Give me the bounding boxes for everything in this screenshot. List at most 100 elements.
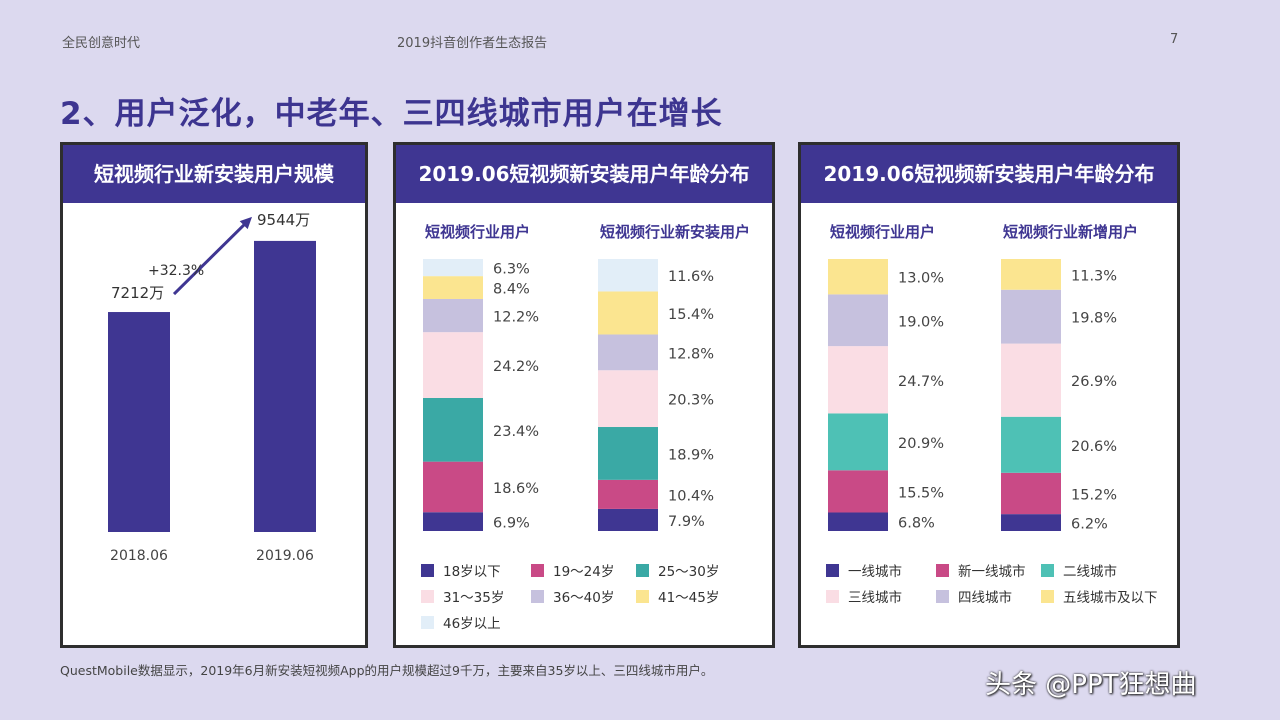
data-label: 9544万 xyxy=(257,211,310,229)
data-label: 20.3% xyxy=(668,393,714,409)
data-label: 12.2% xyxy=(493,310,539,326)
data-label: 6.2% xyxy=(1071,517,1108,533)
column-label: 短视频行业新增用户 xyxy=(1003,223,1138,241)
legend-label: 31～35岁 xyxy=(443,590,504,606)
segment-25～30岁 xyxy=(598,427,658,480)
age-distribution-chart: 短视频行业用户 6.9% 18.6% 23.4% 24.2% 12.2% 8.4% 6.3% 短… xyxy=(421,223,750,632)
segment-41～45岁 xyxy=(598,291,658,335)
panel-city-distribution: 2019.06短视频新安装用户年龄分布 短视频行业用户 6.8% 15.5% 20.9… xyxy=(798,142,1180,648)
header-left: 全民创意时代 xyxy=(62,36,141,51)
legend-label: 新一线城市 xyxy=(958,563,1026,580)
data-label: 6.9% xyxy=(493,516,530,532)
data-label: 24.2% xyxy=(493,359,539,375)
legend-swatch xyxy=(421,590,434,603)
column-label: 短视频行业用户 xyxy=(425,223,530,241)
legend-swatch xyxy=(421,564,434,577)
segment-25～30岁 xyxy=(423,397,483,462)
segment-一线城市 xyxy=(1001,514,1061,531)
segment-46岁以上 xyxy=(598,259,658,292)
data-label: 18.9% xyxy=(668,447,714,463)
panel-title: 2019.06短视频新安装用户年龄分布 xyxy=(801,145,1177,203)
data-label: 13.0% xyxy=(898,271,944,287)
segment-36～40岁 xyxy=(423,298,483,333)
legend-swatch xyxy=(531,564,544,577)
segment-一线城市 xyxy=(828,512,888,531)
data-label: 6.8% xyxy=(898,516,935,532)
data-label: 26.9% xyxy=(1071,374,1117,390)
segment-41～45岁 xyxy=(423,276,483,299)
data-label: 11.3% xyxy=(1071,268,1117,284)
growth-annotation: +32.3% xyxy=(148,263,204,279)
legend-label: 25～30岁 xyxy=(658,564,719,580)
panel-title: 2019.06短视频新安装用户年龄分布 xyxy=(396,145,772,203)
growth-arrow xyxy=(172,219,250,296)
data-label: 15.4% xyxy=(668,307,714,323)
segment-五线城市及以下 xyxy=(1001,259,1061,290)
segment-31～35岁 xyxy=(598,370,658,428)
panel-age-distribution: 2019.06短视频新安装用户年龄分布 短视频行业用户 6.9% 18.6% 23.4… xyxy=(393,142,775,648)
x-tick-label: 2018.06 xyxy=(110,548,168,564)
column-label: 短视频行业新安装用户 xyxy=(600,223,750,241)
segment-二线城市 xyxy=(828,413,888,471)
legend-swatch xyxy=(826,564,839,577)
data-label: 7.9% xyxy=(668,514,705,530)
legend-label: 19～24岁 xyxy=(553,564,614,580)
panel-install-scale: 短视频行业新安装用户规模 2018.06 2019.06 7212万 9544万 +32… xyxy=(60,142,368,648)
legend-label: 三线城市 xyxy=(848,589,902,606)
footnote: QuestMobile数据显示，2019年6月新安装短视频App的用户规模超过9… xyxy=(60,663,714,678)
legend-swatch xyxy=(636,590,649,603)
segment-19～24岁 xyxy=(423,461,483,513)
legend-swatch xyxy=(936,590,949,603)
legend-label: 41～45岁 xyxy=(658,590,719,606)
bar-2018.06 xyxy=(108,312,170,532)
header-center: 2019抖音创作者生态报告 xyxy=(397,36,548,51)
legend-swatch xyxy=(531,590,544,603)
install-scale-chart: 2018.06 2019.06 7212万 9544万 +32.3% xyxy=(108,211,316,564)
legend-label: 五线城市及以下 xyxy=(1063,589,1158,606)
legend-swatch xyxy=(421,616,434,629)
legend-swatch xyxy=(1041,590,1054,603)
data-label: 19.8% xyxy=(1071,311,1117,327)
city-distribution-chart: 短视频行业用户 6.8% 15.5% 20.9% 24.7% 19.0% 13.0% 短视频行… xyxy=(826,223,1158,606)
segment-18岁以下 xyxy=(423,512,483,531)
legend-label: 四线城市 xyxy=(958,589,1012,606)
segment-四线城市 xyxy=(828,294,888,347)
data-label: 18.6% xyxy=(493,481,539,497)
data-label: 7212万 xyxy=(111,284,164,302)
data-label: 15.2% xyxy=(1071,487,1117,503)
data-label: 24.7% xyxy=(898,374,944,390)
panel-title: 短视频行业新安装用户规模 xyxy=(63,145,365,203)
x-tick-label: 2019.06 xyxy=(256,548,314,564)
segment-46岁以上 xyxy=(423,259,483,277)
data-label: 11.6% xyxy=(668,269,714,285)
data-label: 19.0% xyxy=(898,314,944,330)
legend-label: 18岁以下 xyxy=(443,564,501,580)
segment-新一线城市 xyxy=(828,470,888,513)
column-label: 短视频行业用户 xyxy=(830,223,935,241)
legend-swatch xyxy=(1041,564,1054,577)
segment-19～24岁 xyxy=(598,479,658,509)
segment-18岁以下 xyxy=(598,508,658,531)
data-label: 20.9% xyxy=(898,436,944,452)
legend-label: 36～40岁 xyxy=(553,590,614,606)
data-label: 8.4% xyxy=(493,282,530,298)
segment-三线城市 xyxy=(828,346,888,414)
data-label: 12.8% xyxy=(668,346,714,362)
legend-swatch xyxy=(826,590,839,603)
segment-36～40岁 xyxy=(598,334,658,371)
data-label: 6.3% xyxy=(493,262,530,278)
segment-新一线城市 xyxy=(1001,472,1061,515)
legend-label: 二线城市 xyxy=(1063,563,1117,580)
segment-三线城市 xyxy=(1001,343,1061,417)
segment-二线城市 xyxy=(1001,416,1061,473)
data-label: 20.6% xyxy=(1071,439,1117,455)
legend-label: 一线城市 xyxy=(848,563,902,580)
growth-arrow-head xyxy=(239,216,252,230)
segment-31～35岁 xyxy=(423,332,483,398)
watermark: 头条 @PPT狂想曲 xyxy=(985,670,1197,700)
page-number: 7 xyxy=(1170,32,1179,47)
legend-swatch xyxy=(636,564,649,577)
page-title: 2、用户泛化，中老年、三四线城市用户在增长 xyxy=(60,96,723,132)
data-label: 15.5% xyxy=(898,485,944,501)
bar-2019.06 xyxy=(254,240,316,532)
